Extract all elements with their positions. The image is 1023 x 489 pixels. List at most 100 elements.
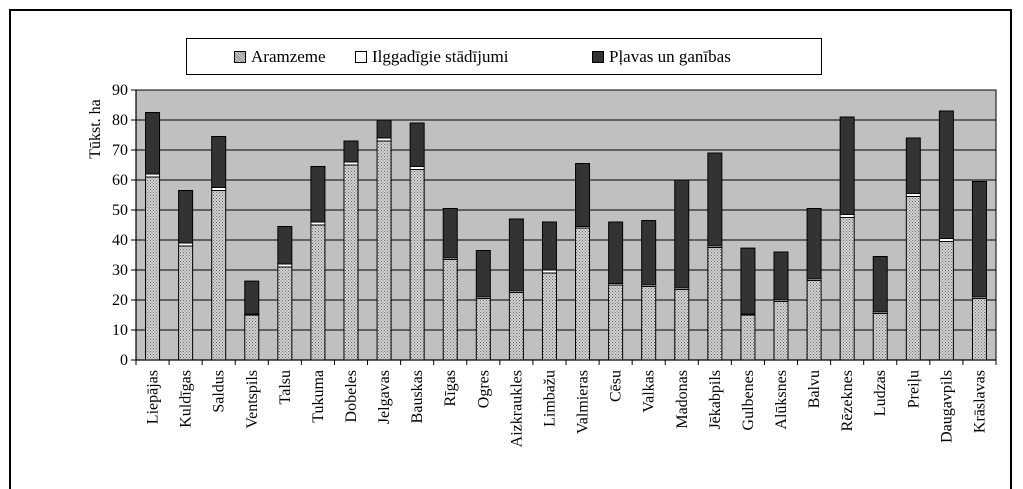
x-tick-label: Dobeles bbox=[343, 370, 360, 422]
y-tick-label: 30 bbox=[112, 262, 128, 279]
x-tick-label: Daugavpils bbox=[938, 370, 955, 443]
bar-segment-plavas bbox=[508, 218, 524, 292]
x-tick-label: Tukuma bbox=[310, 370, 327, 423]
bar-segment-aramzeme bbox=[442, 259, 458, 361]
y-tick-label: 10 bbox=[112, 322, 128, 339]
y-tick-label: 70 bbox=[112, 142, 128, 159]
bar-segment-aramzeme bbox=[641, 286, 657, 361]
x-tick-label: Balvu bbox=[806, 370, 823, 408]
bar-segment-aramzeme bbox=[608, 284, 624, 361]
x-tick-label: Valmieras bbox=[575, 370, 592, 434]
bar-segment-plavas bbox=[178, 190, 194, 244]
bar-segment-aramzeme bbox=[740, 314, 756, 361]
x-tick-label: Madonas bbox=[674, 370, 691, 429]
x-tick-label: Ogres bbox=[475, 370, 492, 408]
y-tick-label: 50 bbox=[112, 202, 128, 219]
bar-segment-aramzeme bbox=[508, 292, 524, 361]
legend-item-plavas: Pļavas un ganības bbox=[592, 39, 731, 74]
bar-segment-aramzeme bbox=[707, 247, 723, 361]
bar-segment-aramzeme bbox=[806, 280, 822, 361]
bar-segment-plavas bbox=[541, 221, 557, 271]
bar-segment-plavas bbox=[145, 112, 161, 175]
bar-segment-plavas bbox=[971, 181, 987, 298]
bar-segment-aramzeme bbox=[839, 217, 855, 361]
bar-segment-plavas bbox=[376, 119, 392, 139]
bar-segment-plavas bbox=[277, 226, 293, 265]
bar-segment-aramzeme bbox=[376, 140, 392, 361]
bar-segment-plavas bbox=[244, 280, 260, 315]
bar-segment-aramzeme bbox=[310, 224, 326, 361]
legend-item-aramzeme: Aramzeme bbox=[234, 39, 326, 74]
x-tick-label: Jelgavas bbox=[376, 370, 393, 424]
bar-segment-aramzeme bbox=[905, 196, 921, 361]
bar-segment-aramzeme bbox=[773, 301, 789, 361]
y-tick-label: 90 bbox=[112, 82, 128, 99]
legend-item-ilggadigie: Ilggadīgie stādījumi bbox=[355, 39, 508, 74]
x-tick-label: Valkas bbox=[641, 370, 658, 413]
x-tick-label: Krāslavas bbox=[971, 370, 988, 433]
legend-label-ilggadigie: Ilggadīgie stādījumi bbox=[372, 46, 509, 66]
bar-segment-plavas bbox=[773, 251, 789, 301]
bar-segment-plavas bbox=[310, 166, 326, 223]
y-axis-title: Tūkst. ha bbox=[87, 99, 104, 159]
y-tick-label: 80 bbox=[112, 112, 128, 129]
bar-segment-aramzeme bbox=[244, 314, 260, 361]
legend-swatch-aramzeme bbox=[234, 50, 246, 63]
x-tick-label: Limbažu bbox=[541, 370, 558, 427]
y-tick-label: 20 bbox=[112, 292, 128, 309]
bar-segment-aramzeme bbox=[674, 289, 690, 361]
bar-segment-plavas bbox=[409, 122, 425, 167]
bar-segment-plavas bbox=[343, 140, 359, 163]
x-tick-label: Aizkraukles bbox=[508, 370, 525, 447]
bar-segment-plavas bbox=[442, 208, 458, 259]
y-tick-label: 0 bbox=[120, 352, 128, 369]
x-tick-label: Rēzeknes bbox=[839, 370, 856, 431]
bar-segment-plavas bbox=[938, 110, 954, 239]
y-tick-label: 60 bbox=[112, 172, 128, 189]
legend-label-plavas: Pļavas un ganības bbox=[609, 46, 731, 66]
bar-segment-aramzeme bbox=[872, 313, 888, 361]
legend-swatch-ilggadigie bbox=[355, 50, 367, 63]
chart-legend: Aramzeme Ilggadīgie stādījumi Pļavas un … bbox=[186, 38, 822, 75]
x-tick-label: Jēkabpils bbox=[707, 370, 724, 430]
y-tick-label: 40 bbox=[112, 232, 128, 249]
x-tick-label: Rīgas bbox=[442, 370, 459, 406]
bar-segment-aramzeme bbox=[178, 245, 194, 361]
bar-segment-plavas bbox=[475, 250, 491, 298]
bar-segment-aramzeme bbox=[475, 298, 491, 361]
x-tick-label: Talsu bbox=[277, 370, 294, 404]
bar-segment-plavas bbox=[839, 116, 855, 215]
x-tick-label: Liepājas bbox=[145, 370, 162, 424]
x-tick-label: Ludzas bbox=[872, 370, 889, 416]
legend-label-aramzeme: Aramzeme bbox=[251, 46, 326, 66]
x-tick-label: Cēsu bbox=[608, 370, 625, 402]
bar-segment-aramzeme bbox=[343, 164, 359, 361]
bar-segment-aramzeme bbox=[971, 298, 987, 361]
bar-segment-aramzeme bbox=[277, 266, 293, 361]
x-tick-label: Alūksnes bbox=[773, 370, 790, 430]
bar-segment-aramzeme bbox=[409, 169, 425, 361]
bar-segment-plavas bbox=[872, 256, 888, 313]
bar-segment-aramzeme bbox=[211, 190, 227, 361]
x-tick-label: Gulbenes bbox=[740, 370, 757, 430]
bar-segment-plavas bbox=[608, 221, 624, 284]
bar-segment-plavas bbox=[707, 152, 723, 247]
bar-segment-aramzeme bbox=[575, 227, 591, 361]
x-tick-label: Kuldīgas bbox=[178, 370, 195, 428]
bar-segment-aramzeme bbox=[145, 176, 161, 361]
bar-segment-plavas bbox=[211, 136, 227, 188]
bar-segment-plavas bbox=[674, 179, 690, 289]
bar-segment-plavas bbox=[740, 247, 756, 315]
bar-segment-plavas bbox=[905, 137, 921, 194]
x-tick-label: Bauskas bbox=[409, 370, 426, 423]
bar-segment-aramzeme bbox=[938, 241, 954, 361]
x-tick-label: Ventspils bbox=[244, 370, 261, 429]
legend-swatch-plavas bbox=[592, 50, 604, 63]
bar-segment-plavas bbox=[575, 163, 591, 227]
plot-area bbox=[135, 89, 997, 361]
bar-segment-plavas bbox=[641, 220, 657, 286]
x-tick-label: Saldus bbox=[211, 370, 228, 413]
bar-segment-aramzeme bbox=[541, 272, 557, 361]
bar-segment-plavas bbox=[806, 208, 822, 280]
